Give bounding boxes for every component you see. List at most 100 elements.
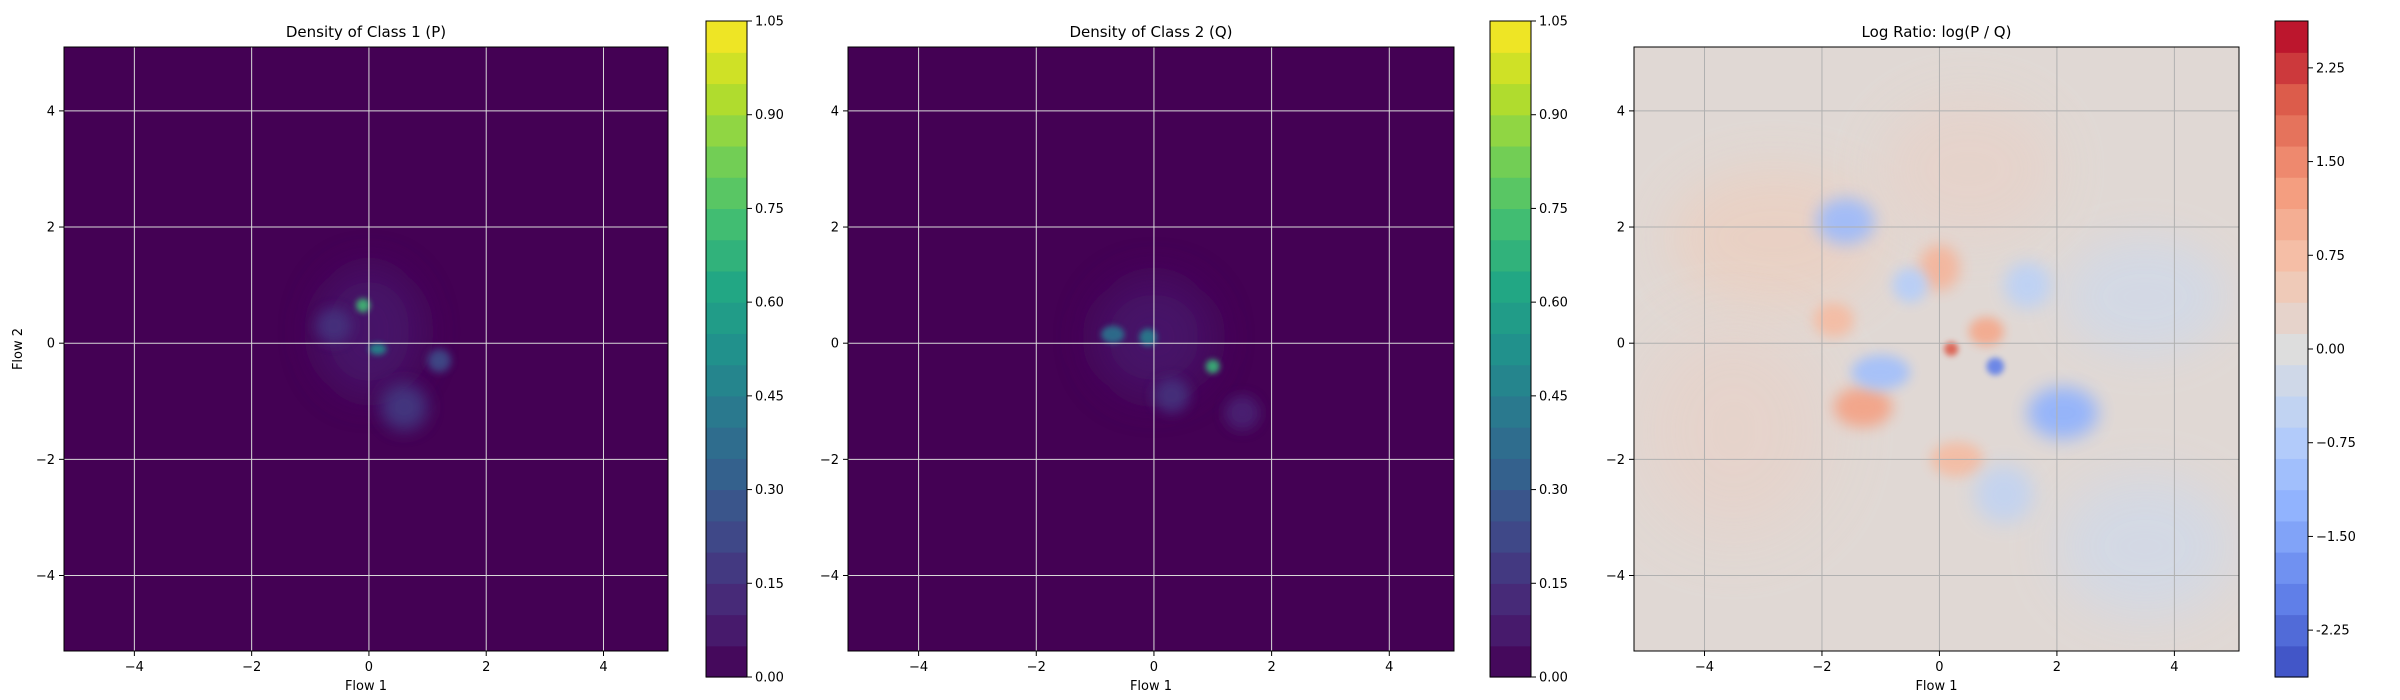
density-blob — [1816, 198, 1875, 245]
colorbar-tick-label: 0.30 — [1539, 483, 1568, 498]
colorbar-band — [706, 427, 747, 459]
x-axis-label: Flow 1 — [1130, 679, 1172, 694]
x-tick-label: −4 — [909, 660, 928, 675]
x-tick-label: 2 — [1267, 660, 1275, 675]
density-blob — [2004, 261, 2052, 309]
x-tick-label: 4 — [1385, 660, 1393, 675]
subplot-3: −4 −2 0 2 4 −4 −2 0 2 4 Log Ratio: log(P / Q) Flow … — [1606, 20, 2356, 694]
colorbar-band — [706, 208, 747, 241]
colorbar-tick-label: 0.15 — [1539, 577, 1568, 592]
density-blob — [316, 308, 352, 344]
colorbar-band — [1490, 114, 1531, 147]
colorbar-tick-label: 1.05 — [755, 15, 784, 30]
colorbar-frame — [705, 20, 748, 678]
x-tick-label: 4 — [2170, 660, 2178, 675]
colorbar-band — [1490, 208, 1531, 241]
colorbar-tick-label: 0.75 — [1539, 202, 1568, 217]
colorbar-band — [2275, 458, 2308, 491]
density-blob — [1944, 342, 1959, 356]
x-tick-label: 0 — [1150, 660, 1158, 675]
colorbar-tick-label: 0.15 — [755, 577, 784, 592]
colorbar-tick-label: 0.00 — [2316, 343, 2345, 358]
y-tick-label: 2 — [1617, 221, 1625, 236]
y-tick-label: 0 — [831, 337, 839, 352]
colorbar-band — [706, 83, 747, 116]
colorbar-band — [2275, 552, 2308, 584]
colorbar-tick-label: 0.60 — [755, 296, 784, 311]
y-tick-label: −4 — [820, 569, 839, 584]
colorbar-band — [706, 520, 747, 553]
colorbar-band — [706, 583, 747, 616]
colorbar-band — [2275, 145, 2308, 178]
colorbar-band — [706, 270, 747, 303]
density-blob — [1139, 328, 1157, 347]
density-blob — [2062, 238, 2228, 355]
colorbar-band — [2275, 270, 2308, 303]
x-tick-label: 2 — [2053, 660, 2061, 675]
density-blob — [380, 383, 428, 431]
heatmap-area — [1639, 99, 2234, 617]
colorbar-band — [1490, 458, 1531, 491]
x-tick-label: 4 — [599, 660, 607, 675]
colorbar-frame — [1489, 20, 1532, 678]
y-tick-label: 4 — [47, 104, 55, 119]
colorbar-tick-label: 0.45 — [755, 389, 784, 404]
colorbar-band — [2275, 52, 2308, 85]
y-tick-label: −4 — [1606, 569, 1625, 584]
colorbar-band — [2275, 239, 2308, 272]
colorbar-band — [2275, 583, 2308, 616]
density-blob — [1813, 302, 1855, 338]
density-blob — [2056, 476, 2234, 617]
colorbar-band — [1490, 489, 1531, 522]
colorbar-tick-label: 0.60 — [1539, 296, 1568, 311]
colorbar-band — [1490, 395, 1531, 428]
colorbar-tick-label: 0.75 — [755, 202, 784, 217]
colorbar-band — [1490, 52, 1531, 85]
colorbar-band — [2275, 427, 2308, 459]
density-blob — [1833, 386, 1893, 428]
colorbar-band — [1490, 239, 1531, 272]
density-blob — [427, 349, 452, 373]
colorbar-band — [706, 333, 747, 366]
x-tick-label: −2 — [1812, 660, 1831, 675]
chart-title: Log Ratio: log(P / Q) — [1862, 23, 2012, 41]
colorbar-band — [706, 114, 747, 147]
x-tick-label: −2 — [1027, 660, 1046, 675]
chart-title: Density of Class 2 (Q) — [1069, 23, 1232, 41]
density-blob — [1986, 357, 2005, 376]
colorbar-tick-label: -2.25 — [2316, 624, 2350, 639]
colorbar-band — [1490, 427, 1531, 459]
chart-title: Density of Class 1 (P) — [286, 23, 446, 41]
colorbar-band — [1490, 145, 1531, 178]
x-axis-label: Flow 1 — [1915, 679, 1957, 694]
colorbar-tick-label: 0.00 — [755, 671, 784, 686]
colorbar-band — [1490, 552, 1531, 584]
colorbar-tick-label: 2.25 — [2316, 61, 2345, 76]
colorbar-band — [706, 614, 747, 647]
y-tick-label: −2 — [36, 453, 55, 468]
colorbar-band — [2275, 520, 2308, 553]
x-tick-label: 2 — [482, 660, 490, 675]
colorbar-band — [1490, 645, 1531, 678]
y-tick-label: 0 — [1617, 337, 1625, 352]
subplot-2: −4 −2 0 2 4 −4 −2 0 2 4 Density of Class 2 (Q) Flow… — [820, 15, 1568, 695]
density-blob — [1974, 465, 2034, 524]
colorbar-band — [2275, 302, 2308, 334]
colorbar-band — [2275, 333, 2308, 366]
colorbar-band — [706, 177, 747, 210]
colorbar-tick-label: 1.05 — [1539, 15, 1568, 30]
colorbar-band — [706, 552, 747, 584]
density-blob — [1968, 317, 2005, 347]
colorbar-band — [706, 458, 747, 491]
colorbar-tick-label: 0.00 — [1539, 671, 1568, 686]
density-blob — [1205, 359, 1220, 374]
colorbar: -2.25 −1.50 −0.75 0.00 0.75 1.50 2.25 — [2274, 20, 2356, 678]
colorbar-band — [706, 239, 747, 272]
colorbar-band — [1490, 302, 1531, 334]
y-axis-label: Flow 2 — [11, 328, 26, 370]
colorbar: 0.00 0.15 0.30 0.45 0.60 0.75 0.90 1.05 — [705, 15, 784, 686]
colorbar: 0.00 0.15 0.30 0.45 0.60 0.75 0.90 1.05 — [1489, 15, 1568, 686]
density-blob — [1224, 395, 1260, 431]
colorbar-band — [1490, 177, 1531, 210]
